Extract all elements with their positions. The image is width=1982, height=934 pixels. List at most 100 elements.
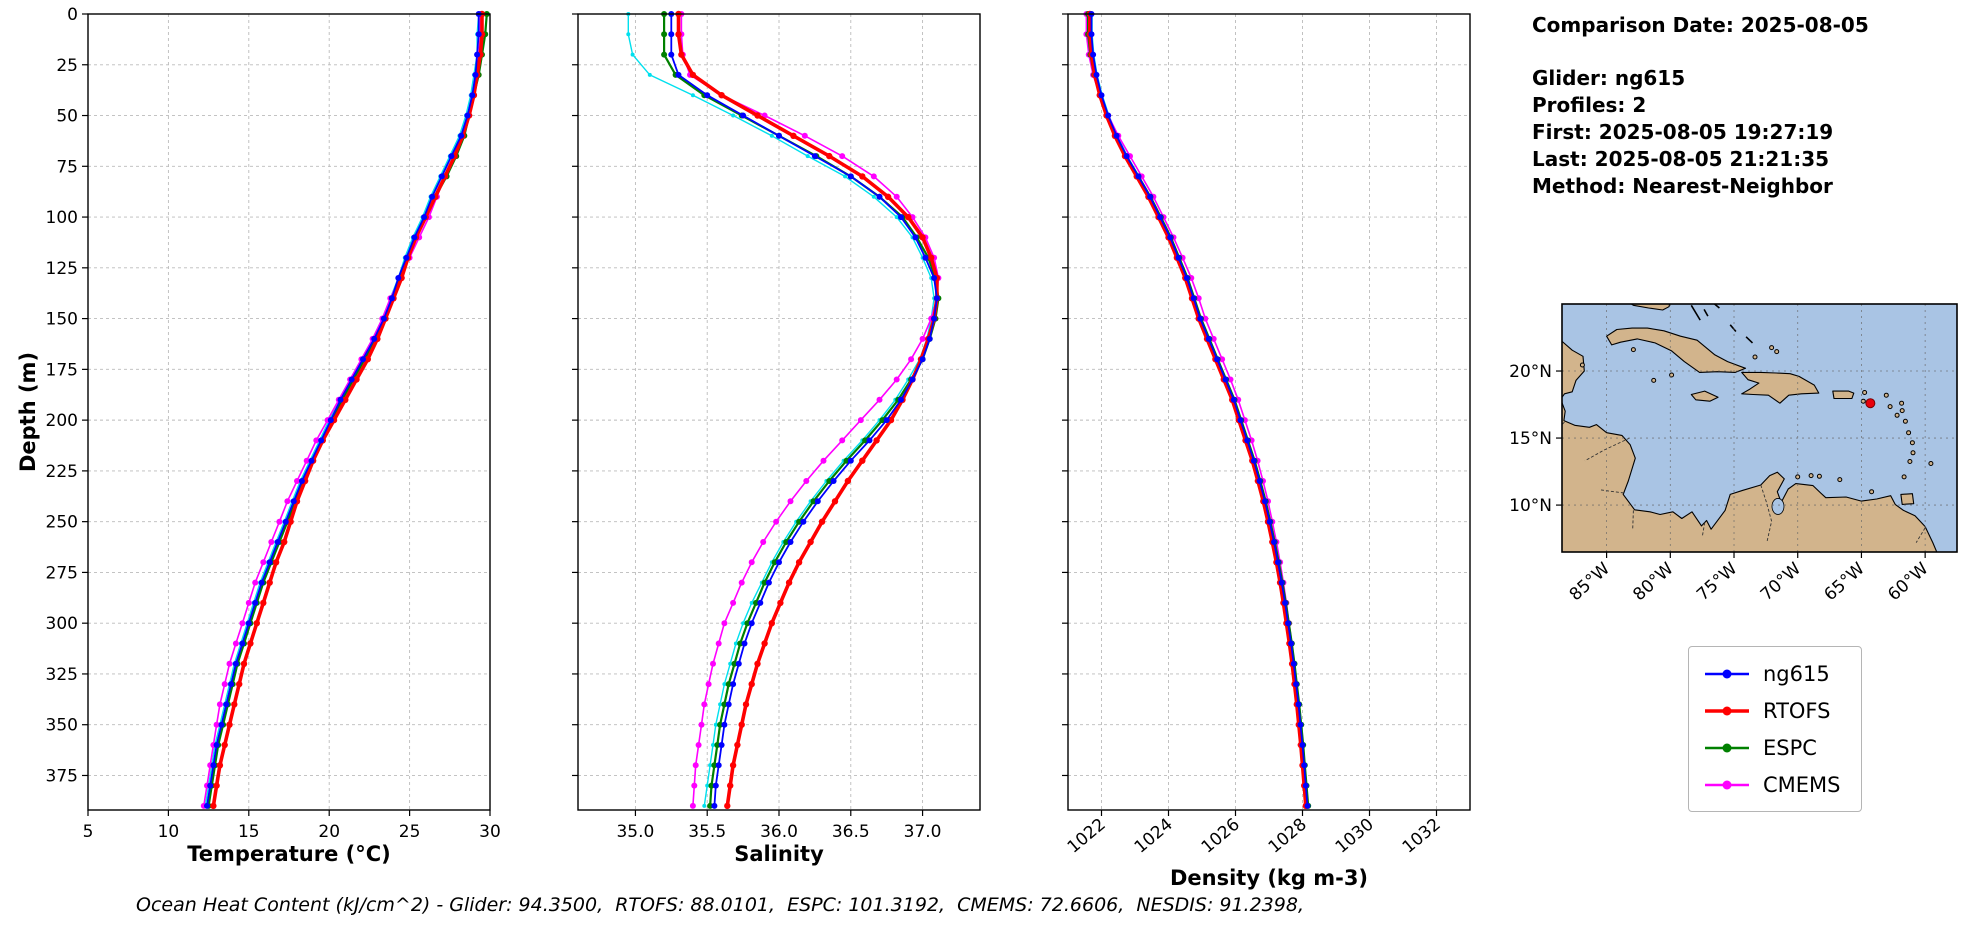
svg-text:36.0: 36.0 — [760, 822, 798, 842]
legend: ng615 RTOFS ESPC CMEMS — [1688, 646, 1862, 812]
legend-entry-cmems: CMEMS — [1703, 766, 1841, 803]
legend-label: RTOFS — [1763, 698, 1831, 723]
svg-text:250: 250 — [46, 513, 78, 533]
legend-label: ng615 — [1763, 661, 1830, 686]
svg-text:20: 20 — [318, 822, 340, 842]
gridlines — [1068, 13, 1470, 810]
svg-text:225: 225 — [46, 462, 78, 482]
method-line: Method: Nearest-Neighbor — [1532, 174, 1833, 198]
svg-text:37.0: 37.0 — [904, 822, 942, 842]
series-ng615 — [1088, 11, 1311, 809]
svg-text:125: 125 — [46, 259, 78, 279]
series-ESPC — [661, 11, 942, 809]
svg-text:325: 325 — [46, 665, 78, 685]
ohc-footer: Ocean Heat Content (kJ/cm^2) - Glider: 9… — [136, 894, 1304, 916]
svg-text:20°N: 20°N — [1509, 362, 1552, 382]
last-line: Last: 2025-08-05 21:21:35 — [1532, 147, 1830, 171]
svg-text:1030: 1030 — [1332, 815, 1378, 858]
svg-text:35.0: 35.0 — [616, 822, 654, 842]
salinity-plot: 35.0 35.5 36.0 36.5 37.0 — [518, 6, 995, 876]
plot-frame — [87, 13, 491, 811]
svg-text:1032: 1032 — [1399, 815, 1445, 858]
density-plot: 1022 1024 1026 1028 1030 1032 — [1008, 6, 1485, 876]
first-line: First: 2025-08-05 19:27:19 — [1532, 120, 1834, 144]
series-CMEMS — [1083, 11, 1311, 809]
plot-frame — [1067, 13, 1471, 811]
svg-text:15: 15 — [238, 822, 260, 842]
legend-entry-ng615: ng615 — [1703, 655, 1841, 692]
series-RTOFS — [210, 10, 486, 810]
svg-text:25: 25 — [399, 822, 421, 842]
glider-location-marker — [1865, 398, 1876, 409]
info-spacer — [1532, 39, 1869, 65]
svg-text:175: 175 — [46, 360, 78, 380]
svg-text:85°W: 85°W — [1566, 559, 1614, 605]
svg-text:15°N: 15°N — [1509, 429, 1552, 449]
tick-labels: 1022 1024 1026 1028 1030 1032 — [1064, 815, 1445, 858]
legend-entry-espc: ESPC — [1703, 729, 1841, 766]
map-ticks — [1556, 370, 1926, 558]
legend-line-marker-cmems — [1705, 780, 1749, 789]
legend-label: CMEMS — [1763, 772, 1841, 797]
svg-text:30: 30 — [479, 822, 501, 842]
legend-line-marker-espc — [1705, 743, 1749, 752]
series-CMEMS — [678, 11, 942, 809]
map-land — [1562, 304, 1938, 552]
series-ng615 — [668, 11, 940, 809]
density-axis-label: Density (kg m-3) — [1169, 866, 1369, 890]
svg-text:70°W: 70°W — [1757, 559, 1805, 605]
legend-entry-rtofs: RTOFS — [1703, 692, 1841, 729]
svg-text:375: 375 — [46, 766, 78, 786]
svg-text:10: 10 — [158, 822, 180, 842]
series-profiles-raw — [1090, 12, 1311, 808]
svg-text:75: 75 — [56, 157, 78, 177]
location-map: 85°W 80°W 75°W 70°W 65°W 60°W 20°N 15°N 10°N — [1500, 296, 1970, 638]
map-frame — [1561, 303, 1958, 553]
info-panel: Comparison Date: 2025-08-05 Glider: ng61… — [1532, 12, 1869, 200]
density-profile-svg: 1022 1024 1026 1028 1030 1032 — [1062, 10, 1471, 858]
salinity-axis-label: Salinity — [734, 842, 824, 866]
temperature-plot: 5 10 15 20 25 30 0 25 50 75 100 125 150 175 200 225 250 2… — [28, 5, 505, 876]
svg-text:275: 275 — [46, 563, 78, 583]
svg-text:75°W: 75°W — [1693, 559, 1741, 605]
svg-text:1024: 1024 — [1131, 815, 1177, 858]
svg-text:0: 0 — [67, 6, 78, 25]
legend-line-marker-rtofs — [1705, 706, 1749, 715]
svg-text:60°W: 60°W — [1884, 559, 1932, 605]
svg-text:150: 150 — [46, 310, 78, 330]
svg-text:36.5: 36.5 — [832, 822, 870, 842]
temperature-profile-svg: 5 10 15 20 25 3002550751001251501752002252502… — [46, 5, 501, 842]
svg-text:80°W: 80°W — [1629, 559, 1677, 605]
temperature-axis-label: Temperature (°C) — [187, 842, 391, 866]
svg-text:200: 200 — [46, 411, 78, 431]
svg-text:100: 100 — [46, 208, 78, 228]
svg-text:5: 5 — [83, 822, 94, 842]
axis-ticks — [1062, 13, 1438, 816]
series-ESPC — [1085, 11, 1312, 809]
series-ng615 — [204, 11, 482, 809]
legend-label: ESPC — [1763, 735, 1817, 760]
svg-text:350: 350 — [46, 716, 78, 736]
svg-text:300: 300 — [46, 614, 78, 634]
series-RTOFS — [675, 10, 941, 810]
svg-text:65°W: 65°W — [1821, 559, 1869, 605]
svg-text:1022: 1022 — [1064, 815, 1110, 858]
svg-text:25: 25 — [56, 56, 78, 76]
series-ESPC — [205, 11, 490, 809]
tick-labels: 35.0 35.5 36.0 36.5 37.0 — [616, 822, 941, 842]
tick-labels: 5 10 15 20 25 3002550751001251501752002252502… — [46, 5, 501, 842]
svg-text:10°N: 10°N — [1509, 496, 1552, 516]
glider-line: Glider: ng615 — [1532, 66, 1686, 90]
legend-line-marker-ng615 — [1705, 669, 1749, 678]
svg-text:1026: 1026 — [1198, 815, 1244, 858]
svg-text:50: 50 — [56, 107, 78, 127]
comparison-date-line: Comparison Date: 2025-08-05 — [1532, 13, 1869, 37]
axis-ticks — [572, 13, 924, 816]
svg-text:1028: 1028 — [1265, 815, 1311, 858]
series-CMEMS — [200, 11, 484, 809]
profiles-line: Profiles: 2 — [1532, 93, 1647, 117]
svg-text:35.5: 35.5 — [688, 822, 726, 842]
gridlines — [87, 13, 491, 810]
axis-ticks — [82, 13, 491, 816]
